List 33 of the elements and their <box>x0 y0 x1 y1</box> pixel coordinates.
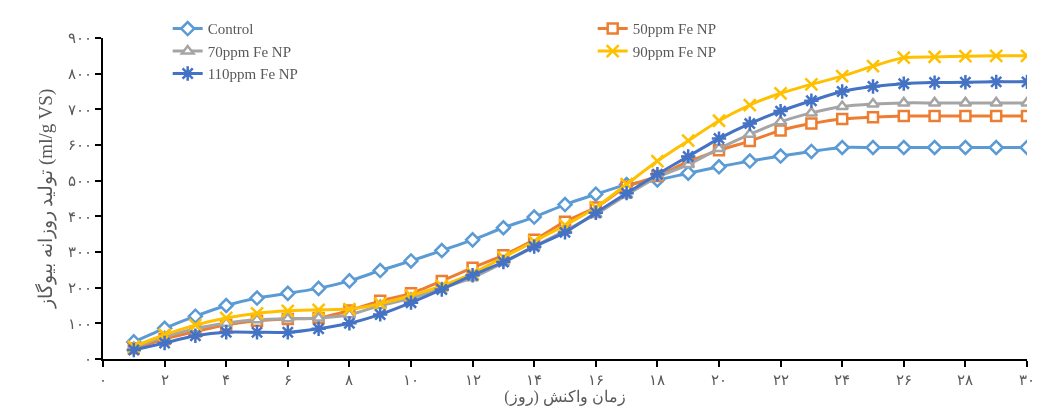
y-tick-label: ۶۰۰ <box>68 137 92 154</box>
legend-label: 50ppm Fe NP <box>632 21 717 38</box>
legend-label: 110ppm Fe NP <box>207 66 298 83</box>
y-tick-label: ۴۰۰ <box>68 208 92 225</box>
x-tick-label: ۲۲ <box>772 372 789 388</box>
x-tick-label: ۲۴ <box>834 372 851 388</box>
y-tick-label: ۰ <box>84 351 92 368</box>
x-tick-label: ۱۲ <box>464 372 481 388</box>
x-tick-label: ۱۶ <box>587 372 604 388</box>
x-tick-label: ۸ <box>345 372 354 388</box>
x-tick-label: ۱۴ <box>526 372 543 388</box>
x-tick-label: ۲ <box>160 372 169 388</box>
x-tick-label: ۰ <box>99 372 107 388</box>
y-tick-label: ۹۰۰ <box>68 30 92 47</box>
x-tick-label: ۲۸ <box>957 372 974 388</box>
legend-label: 70ppm Fe NP <box>207 43 292 60</box>
x-tick-label: ۲۶ <box>895 372 912 388</box>
y-tick-label: ۳۰۰ <box>68 244 92 261</box>
legend-label: 90ppm Fe NP <box>632 43 717 60</box>
x-tick-label: ۳۰ <box>1019 372 1035 388</box>
x-axis-title: زمان واکنش (روز) <box>504 388 626 406</box>
y-tick-label: ۸۰۰ <box>68 65 92 82</box>
x-tick-label: ۴ <box>222 372 231 388</box>
y-tick-label: ۱۰۰ <box>68 315 92 332</box>
x-tick-label: ۱۸ <box>649 372 666 388</box>
legend-label: Control <box>207 21 254 38</box>
x-tick-label: ۲۰ <box>711 372 727 388</box>
y-tick-label: ۵۰۰ <box>68 172 92 189</box>
y-axis-title: تولید روزانه بیوگاز (ml/g VS) <box>34 88 58 310</box>
y-tick-label: ۷۰۰ <box>68 101 92 118</box>
x-tick-label: ۶ <box>283 372 292 388</box>
x-tick-label: ۱۰ <box>403 372 419 388</box>
y-tick-label: ۲۰۰ <box>68 279 92 296</box>
